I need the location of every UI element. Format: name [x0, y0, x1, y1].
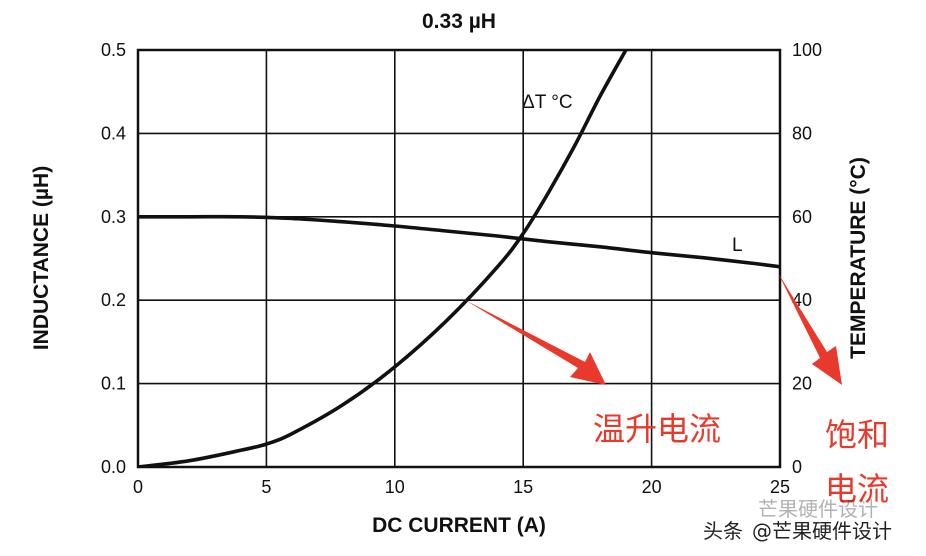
x-tick-label: 20	[642, 477, 662, 497]
y2-tick-label: 100	[792, 40, 822, 60]
annotation-temp-rise-current: 温升电流	[593, 410, 721, 448]
y-tick-label: 0.2	[101, 290, 126, 310]
series-line-inductance	[138, 214, 780, 269]
series-label-dt: ΔT °C	[522, 92, 573, 113]
grid	[138, 50, 780, 467]
x-tick-label: 15	[513, 477, 533, 497]
y-tick-label: 0.4	[101, 123, 126, 143]
y-tick-label: 0.0	[101, 457, 126, 477]
series-label-l: L	[732, 235, 743, 256]
x-tick-label: 25	[770, 477, 790, 497]
y2-tick-label: 60	[792, 207, 812, 227]
x-tick-label: 10	[385, 477, 405, 497]
y-axis-title: INDUCTANCE (µH)	[30, 166, 53, 350]
annotation-saturation: 饱和	[825, 416, 889, 454]
y2-axis-title: TEMPERATURE (°C)	[847, 157, 870, 359]
annotation-current: 电流	[825, 470, 889, 508]
chart-title: 0.33 µH	[422, 10, 496, 33]
watermark-handle: @芒果硬件设计	[752, 519, 892, 543]
curves	[138, 50, 780, 467]
plot-frame	[136, 48, 782, 469]
x-axis-title: DC CURRENT (A)	[372, 514, 546, 537]
x-tick-label: 0	[133, 477, 143, 497]
y-tick-label: 0.3	[101, 207, 126, 227]
y-tick-label: 0.5	[101, 40, 126, 60]
x-tick-label: 5	[261, 477, 271, 497]
y2-tick-label: 0	[792, 457, 802, 477]
y-tick-label: 0.1	[101, 374, 126, 394]
watermark-prefix: 头条	[703, 519, 743, 543]
watermark-faded: 芒果硬件设计	[758, 497, 878, 521]
arrow-saturation	[778, 273, 842, 385]
y2-tick-label: 80	[792, 123, 812, 143]
arrow-temp-rise	[465, 300, 606, 385]
series-line-temperature-rise	[138, 50, 628, 467]
y2-tick-label: 20	[792, 374, 812, 394]
